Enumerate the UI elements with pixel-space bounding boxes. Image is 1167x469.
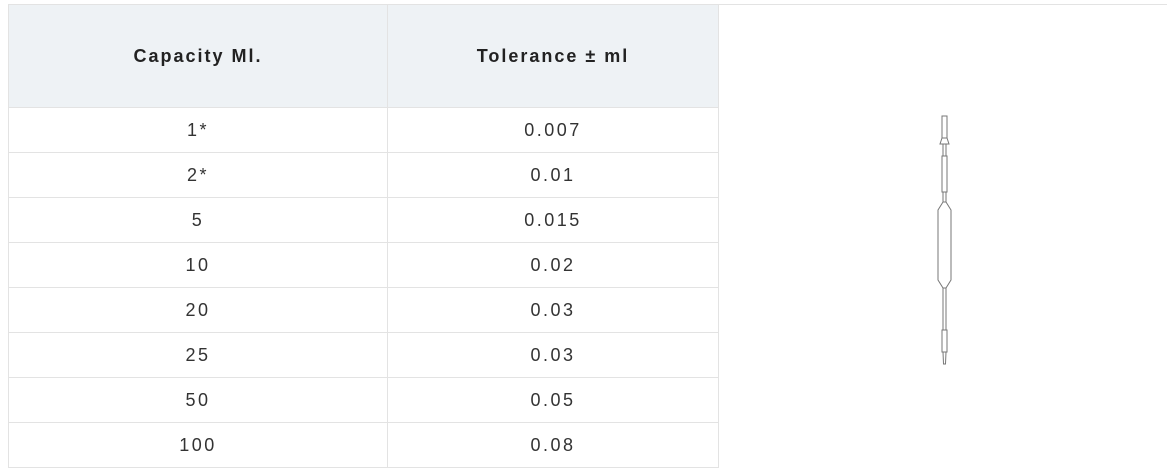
header-row: Capacity Ml.Tolerance ± ml [9,5,719,108]
table-cell: 0.01 [388,153,719,198]
table-row: 1*0.007 [9,108,719,153]
column-header: Tolerance ± ml [388,5,719,108]
table-cell: 25 [9,333,388,378]
table-cell: 10 [9,243,388,288]
table-cell: 2* [9,153,388,198]
pipette-image [900,100,990,380]
table-cell: 0.05 [388,378,719,423]
table-cell: 1* [9,108,388,153]
table-cell: 0.02 [388,243,719,288]
table-cell: 0.03 [388,333,719,378]
table-cell: 5 [9,198,388,243]
page: Capacity Ml.Tolerance ± ml 1*0.0072*0.01… [0,0,1167,469]
table-cell: 0.03 [388,288,719,333]
table-cell: 20 [9,288,388,333]
table-cell: 100 [9,423,388,468]
table-cell: 50 [9,378,388,423]
table-cell: 0.007 [388,108,719,153]
column-header: Capacity Ml. [9,5,388,108]
table-cell: 0.015 [388,198,719,243]
table-row: 2*0.01 [9,153,719,198]
table-cell: 0.08 [388,423,719,468]
